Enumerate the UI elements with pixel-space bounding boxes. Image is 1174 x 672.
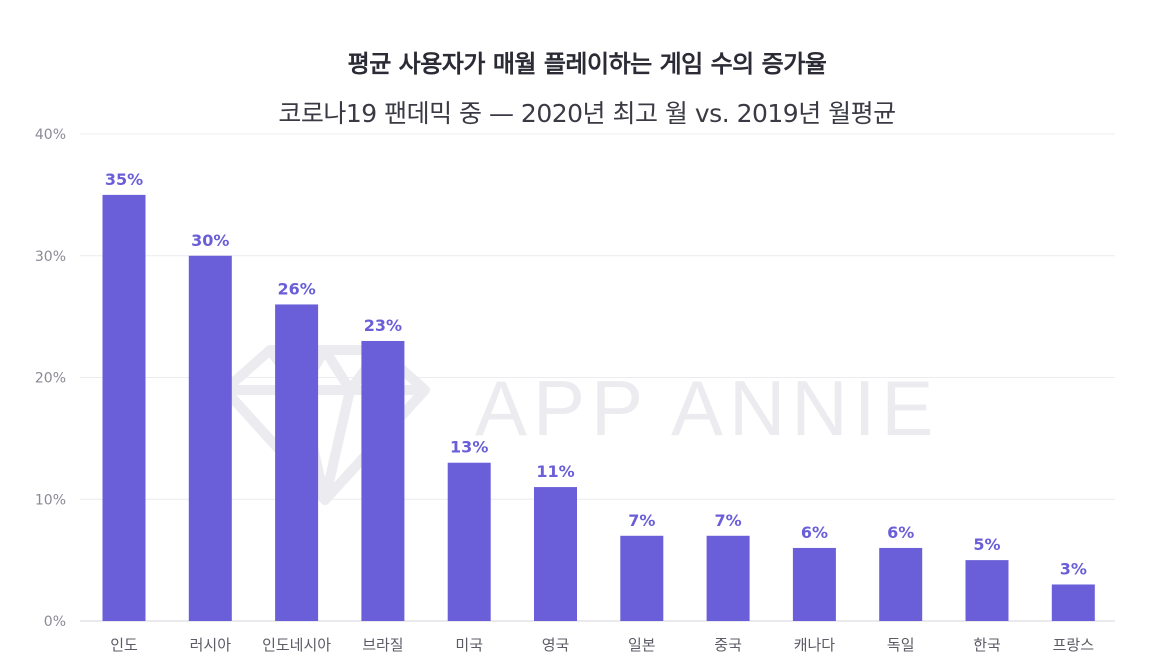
data-label: 5% — [973, 535, 1000, 554]
bar — [706, 535, 750, 621]
data-label: 13% — [450, 438, 488, 457]
x-category-label: 프랑스 — [1053, 636, 1095, 654]
watermark-text: APP ANNIE — [475, 364, 939, 452]
data-label: 23% — [364, 316, 402, 335]
bar — [447, 462, 491, 621]
bar — [534, 487, 577, 621]
y-tick-label: 0% — [44, 614, 66, 630]
chart-title: 평균 사용자가 매월 플레이하는 게임 수의 증가율 — [347, 50, 827, 78]
x-category-label: 인도네시아 — [262, 636, 331, 654]
data-label: 6% — [887, 523, 914, 542]
x-category-label: 중국 — [714, 636, 742, 654]
x-category-label: 일본 — [628, 636, 656, 654]
x-category-label: 인도 — [110, 636, 138, 654]
data-label: 6% — [801, 523, 828, 542]
bar — [188, 255, 232, 621]
y-tick-label: 10% — [35, 492, 66, 508]
x-category-label: 브라질 — [362, 636, 403, 654]
data-label: 7% — [715, 511, 742, 530]
x-category-label: 러시아 — [190, 636, 232, 654]
bar — [275, 304, 319, 621]
y-tick-label: 30% — [35, 249, 66, 265]
data-label: 30% — [191, 231, 229, 250]
y-tick-label: 20% — [35, 371, 66, 387]
data-label: 26% — [277, 279, 315, 298]
x-category-label: 영국 — [542, 636, 570, 654]
x-category-label: 한국 — [973, 636, 1001, 654]
bar — [620, 535, 664, 621]
data-label: 35% — [105, 170, 143, 189]
bar — [1051, 584, 1095, 621]
x-category-label: 독일 — [887, 636, 915, 654]
bar — [102, 194, 146, 621]
bar — [965, 560, 1009, 621]
data-label: 3% — [1060, 559, 1087, 578]
y-tick-label: 40% — [35, 127, 66, 143]
data-label: 11% — [536, 462, 574, 481]
x-category-label: 미국 — [455, 636, 483, 654]
bar — [879, 547, 923, 621]
x-category-label: 캐나다 — [794, 636, 836, 654]
chart-subtitle: 코로나19 팬데믹 중 — 2020년 최고 월 vs. 2019년 월평균 — [278, 99, 896, 128]
bar — [792, 547, 836, 621]
bar — [361, 340, 405, 621]
data-label: 7% — [628, 511, 655, 530]
